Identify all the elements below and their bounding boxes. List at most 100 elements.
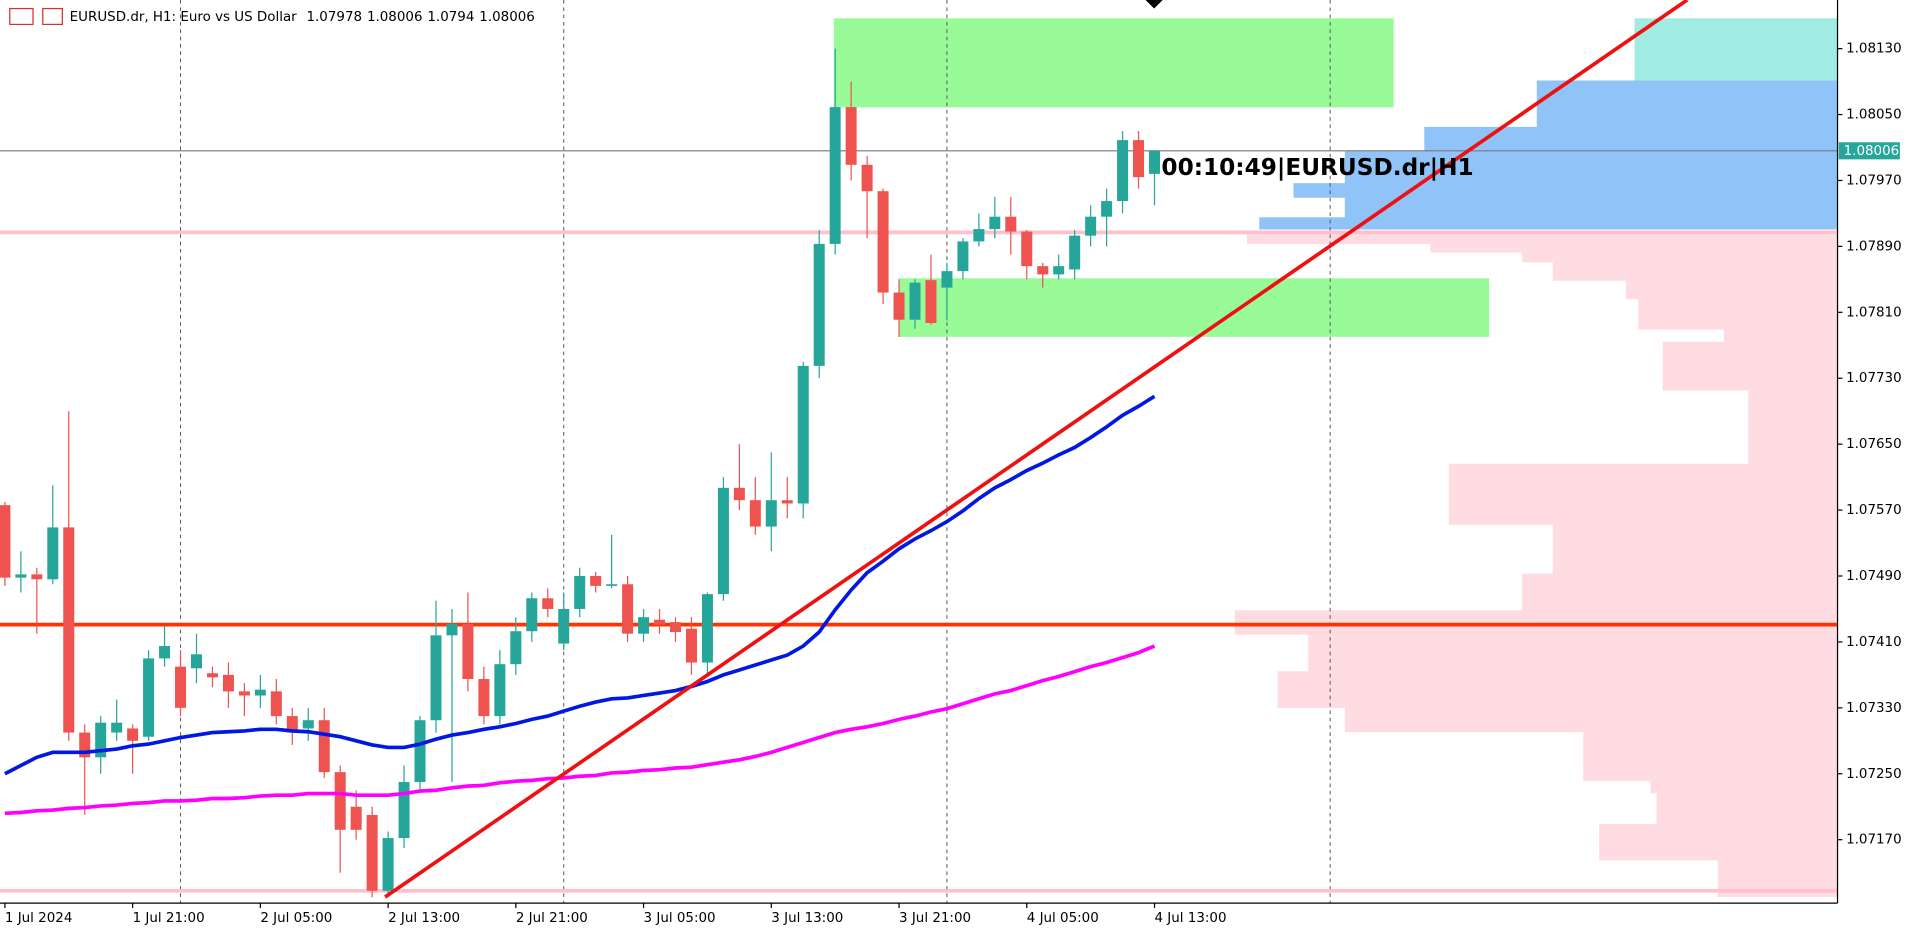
candle-body [350,806,362,830]
y-tick-label: 1.07730 [1846,371,1902,386]
zones [833,18,1490,337]
supply-zone [833,18,1394,108]
trend-line [384,0,1689,899]
candle-body [638,617,650,634]
x-tick-label: 4 Jul 13:00 [1155,911,1227,926]
price-tag-label: 1.08006 [1844,144,1900,159]
candle-body [318,720,330,773]
header: EURUSD.dr, H1: Euro vs US Dollar 1.07978 1… [70,10,535,25]
candle-body [957,241,969,272]
y-tick-label: 1.07810 [1846,305,1902,320]
candle-body [845,107,857,165]
candle-body [717,487,729,595]
close-value: 1.08006 [479,10,535,25]
candle-body [95,722,107,758]
plot [0,0,1838,904]
x-tick-label: 3 Jul 13:00 [771,911,843,926]
candle-body [398,782,410,839]
open-value: 1.07978 [306,10,362,25]
candle-body [190,654,202,669]
candle-body [973,229,985,242]
demand-zone [898,278,1490,337]
y-tick-label: 1.08050 [1846,108,1902,123]
candle-body [143,658,155,737]
period-marker [1145,0,1163,9]
candle-body [1117,140,1129,202]
candle-body [893,292,905,320]
candle-body [877,191,889,293]
candle-body [925,280,937,324]
countdown-label: 00:10:49|EURUSD.dr|H1 [1161,154,1473,181]
axes: 1.08130 1.08050 1.07970 1.07890 1.07810 1.077… [4,42,1902,926]
candle-body [542,598,554,609]
y-tick-label: 1.07650 [1846,437,1902,452]
candle-body [63,527,75,733]
candle-body [478,679,490,717]
candle-body [574,576,586,609]
candle-body [1005,216,1017,232]
candle-body [286,716,298,733]
candle-body [1101,201,1113,217]
x-tick-label: 3 Jul 21:00 [899,911,971,926]
menu-icon[interactable] [9,7,34,26]
y-tick-label: 1.07570 [1846,503,1902,518]
candle-body [47,527,59,580]
candle-body [733,487,745,501]
candle-body [797,365,809,504]
candle-body [127,728,139,741]
candle-body [813,243,825,366]
profile-sell [1234,231,1838,898]
candle-body [302,720,314,729]
candle-body [526,598,538,632]
volume-profile [1234,18,1838,898]
candle-body [765,500,777,527]
candle-body [382,838,394,891]
candle-body [79,732,91,758]
low-value: 1.0794 [427,10,474,25]
candle-body [669,622,681,633]
candle-body [989,216,1001,230]
candle-body [159,646,171,659]
moving-average [4,644,1156,816]
y-tick-label: 1.07170 [1846,833,1902,848]
y-tick-label: 1.08130 [1846,42,1902,57]
high-value: 1.08006 [367,10,423,25]
y-tick-label: 1.07890 [1846,239,1902,254]
candle-body [31,574,43,580]
candle-body [1053,266,1065,275]
candle-body [1149,150,1161,174]
candle-body [222,674,234,692]
candle-body [111,722,123,733]
candle-body [270,691,282,717]
candle-body [1069,235,1081,270]
candle-body [494,664,506,717]
candle-body [462,623,474,680]
candle-body [861,164,873,192]
chart-title: EURUSD.dr, H1: Euro vs US Dollar [70,10,297,25]
candle-body [685,628,697,663]
candle-body [909,282,921,320]
candle-body [446,623,458,636]
x-tick-label: 1 Jul 2024 [5,911,72,926]
x-tick-label: 4 Jul 05:00 [1027,911,1099,926]
y-tick-label: 1.07490 [1846,569,1902,584]
candle-body [414,720,426,783]
candle-body [1037,266,1049,275]
x-tick-label: 1 Jul 21:00 [133,911,205,926]
moving-average [4,394,1156,776]
candle-body [781,500,793,504]
y-tick-label: 1.07330 [1846,701,1902,716]
candle-body [0,505,11,578]
candle-body [15,574,27,578]
candle-body [941,271,953,288]
candle-body [749,500,761,527]
candle-body [254,689,266,696]
candle-body [701,594,713,663]
candle-body [206,673,218,678]
chart-icon[interactable] [42,7,63,26]
profile-value-area [1634,18,1838,81]
candle-body [1021,231,1033,267]
x-tick-label: 2 Jul 05:00 [260,911,332,926]
candle-body [606,584,618,586]
